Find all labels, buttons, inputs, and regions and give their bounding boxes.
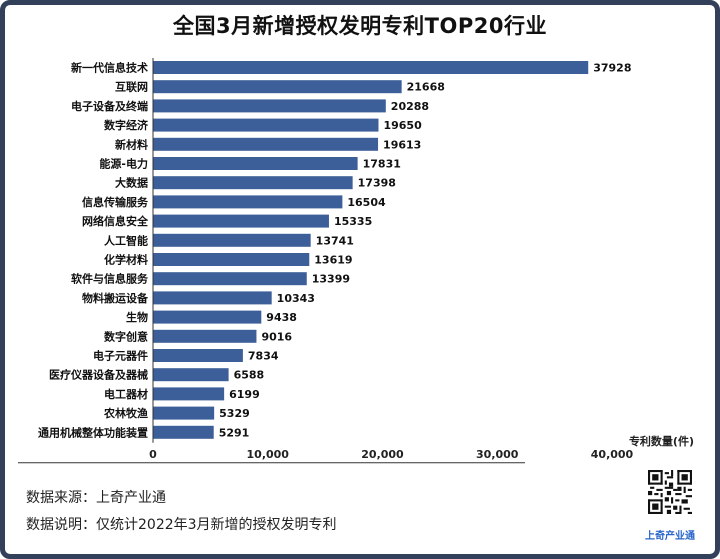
- category-label: 网络信息安全: [82, 214, 149, 228]
- bar: [153, 291, 272, 305]
- data-label: 9438: [266, 311, 297, 324]
- qr-code-icon: [648, 470, 692, 514]
- data-label: 13619: [314, 254, 352, 267]
- chart-title: 全国3月新增授权发明专利TOP20行业: [173, 14, 547, 38]
- bar: [153, 214, 329, 228]
- bar: [153, 195, 343, 209]
- x-tick-label: 20,000: [361, 448, 404, 461]
- bar: [153, 157, 358, 170]
- data-label: 10343: [277, 292, 315, 305]
- data-label: 21668: [407, 81, 445, 94]
- bar: [153, 118, 379, 132]
- data-label: 13741: [316, 234, 354, 247]
- bar: [153, 272, 307, 286]
- category-label: 数字经济: [104, 118, 149, 132]
- data-label: 19613: [383, 138, 421, 151]
- bar: [153, 233, 311, 247]
- bar: [153, 253, 310, 266]
- data-label: 17398: [358, 177, 396, 190]
- footer-source: 数据来源：上奇产业通: [26, 490, 166, 506]
- category-label: 互联网: [115, 80, 148, 94]
- data-label: 15335: [334, 215, 372, 228]
- footer-note: 数据说明：仅统计2022年3月新增的授权发明专利: [26, 517, 337, 533]
- category-label: 软件与信息服务: [71, 272, 149, 286]
- data-label: 6199: [229, 388, 260, 401]
- category-label: 信息传输服务: [82, 195, 149, 209]
- bar: [153, 176, 353, 190]
- category-label: 农林牧渔: [103, 406, 148, 420]
- x-tick-label: 30,000: [476, 448, 519, 461]
- x-tick-label: 10,000: [247, 448, 290, 461]
- data-label: 37928: [593, 62, 631, 75]
- bar: [153, 137, 379, 151]
- category-label: 物料搬运设备: [82, 291, 149, 305]
- category-label: 生物: [126, 310, 148, 324]
- bar: [153, 329, 257, 343]
- data-label: 19650: [383, 119, 422, 132]
- data-label: 5291: [219, 426, 250, 439]
- bar: [153, 310, 262, 324]
- data-label: 17831: [363, 158, 401, 171]
- bar: [153, 80, 402, 94]
- data-label: 7834: [248, 350, 279, 363]
- category-label: 化学材料: [104, 253, 148, 267]
- data-label: 20288: [391, 100, 429, 113]
- category-label: 电子设备及终端: [71, 99, 148, 113]
- bar: [153, 368, 229, 382]
- data-label: 9016: [261, 330, 292, 343]
- category-label: 数字创意: [104, 329, 148, 343]
- data-label: 6588: [234, 369, 265, 382]
- category-label: 人工智能: [104, 233, 148, 247]
- bar: [153, 425, 214, 439]
- bar: [153, 61, 589, 74]
- bar: [153, 387, 225, 401]
- bar: [153, 349, 243, 362]
- brand-label: 上奇产业通: [645, 531, 695, 542]
- bar: [153, 406, 215, 420]
- category-label: 电工器材: [104, 387, 148, 401]
- category-label: 新一代信息技术: [71, 61, 148, 75]
- x-tick-label: 0: [149, 448, 157, 461]
- x-tick-label: 40,000: [591, 448, 634, 461]
- bar: [153, 99, 386, 113]
- x-axis-label: 专利数量(件): [629, 434, 694, 448]
- category-label: 医疗仪器设备及器械: [49, 368, 148, 382]
- category-label: 能源-电力: [99, 157, 148, 171]
- data-label: 5329: [219, 407, 250, 420]
- category-label: 通用机械整体功能装置: [38, 425, 148, 439]
- category-label: 电子元器件: [93, 349, 148, 363]
- data-label: 16504: [347, 196, 386, 209]
- data-label: 13399: [312, 273, 350, 286]
- category-label: 新材料: [115, 137, 148, 151]
- category-label: 大数据: [115, 176, 148, 190]
